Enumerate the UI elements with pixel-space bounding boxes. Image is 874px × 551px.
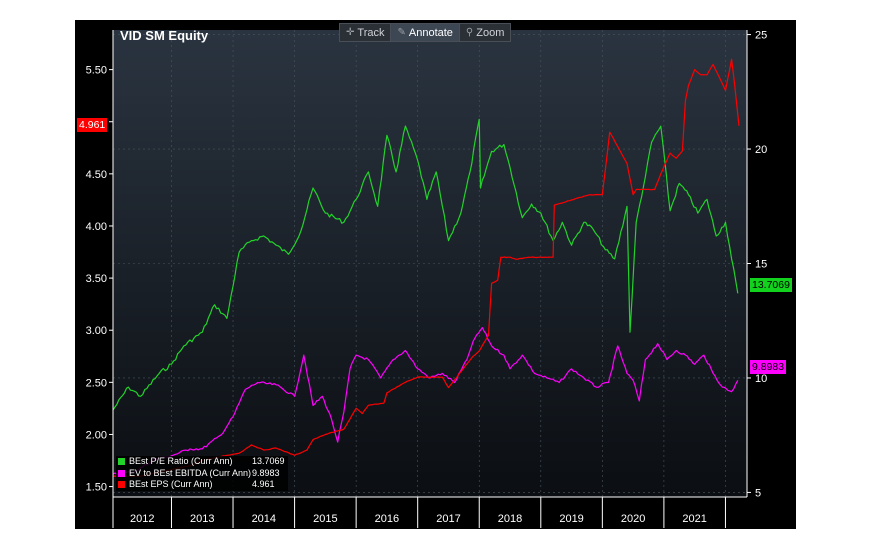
pe-value-badge: 13.7069 [750,278,792,292]
x-tick-label: 2020 [621,513,645,525]
track-label: Track [357,26,385,39]
legend-swatch-eps [118,481,125,489]
crosshair-icon: ✛ [346,27,355,38]
legend-swatch-pe [118,458,125,466]
annotate-label: Annotate [408,26,453,39]
x-tick-label: 2021 [682,513,706,525]
legend-value: 4.961 [252,479,275,489]
x-tick-label: 2014 [252,513,276,525]
eps-value-badge: 4.961 [77,118,108,132]
right-tick-label: 10 [755,373,767,385]
x-tick-label: 2012 [130,513,154,525]
left-tick-label: 5.50 [86,65,107,77]
x-tick-label: 2018 [498,513,522,525]
right-tick-label: 25 [755,30,767,42]
axis-layer: 2012 2013 2014 2015 2016 2017 2018 2019 2020 2021… [86,30,767,528]
left-tick-label: 2.50 [86,377,107,389]
x-tick-label: 2017 [436,513,460,525]
pen-icon: ✎ [397,27,406,38]
legend-label: EV to BEst EBITDA (Curr Ann) [129,467,252,478]
legend-label: BEst P/E Ratio (Curr Ann) [129,456,233,466]
chart-title: VID SM Equity [120,28,209,43]
left-tick-label: 3.50 [86,273,107,285]
legend-item-eps: BEst EPS (Curr Ann) 4.961 [116,479,288,491]
zoom-label: Zoom [476,26,505,39]
chart-legend: BEst P/E Ratio (Curr Ann) 13.7069 EV to … [116,456,288,491]
left-tick-label: 4.00 [86,221,107,233]
x-tick-label: 2013 [190,513,214,525]
legend-swatch-ev [118,469,125,477]
legend-value: 9.8983 [252,467,280,478]
ev-value-badge: 9.8983 [750,360,787,374]
grid-layer [112,30,747,497]
right-tick-label: 5 [755,487,761,499]
track-button[interactable]: ✛ Track [340,24,392,41]
legend-value: 13.7069 [252,456,285,466]
magnifier-icon: ⚲ [465,27,474,38]
annotate-button[interactable]: ✎ Annotate [391,24,460,41]
x-tick-label: 2015 [313,513,337,525]
left-tick-label: 3.00 [86,325,107,337]
x-tick-label: 2019 [559,513,583,525]
left-tick-label: 2.00 [86,429,107,441]
x-tick-label: 2016 [375,513,399,525]
right-tick-label: 20 [755,144,767,156]
chart-toolbar: ✛ Track ✎ Annotate ⚲ Zoom [339,23,512,42]
left-tick-label: 1.50 [86,482,107,494]
legend-item-ev: EV to BEst EBITDA (Curr Ann) 9.8983 [116,468,288,480]
legend-item-pe: BEst P/E Ratio (Curr Ann) 13.7069 [116,456,288,468]
legend-label: BEst EPS (Curr Ann) [129,479,213,489]
left-tick-label: 4.50 [86,169,107,181]
right-tick-label: 15 [755,259,767,271]
zoom-button[interactable]: ⚲ Zoom [460,24,510,41]
pe-series-line [112,118,739,411]
